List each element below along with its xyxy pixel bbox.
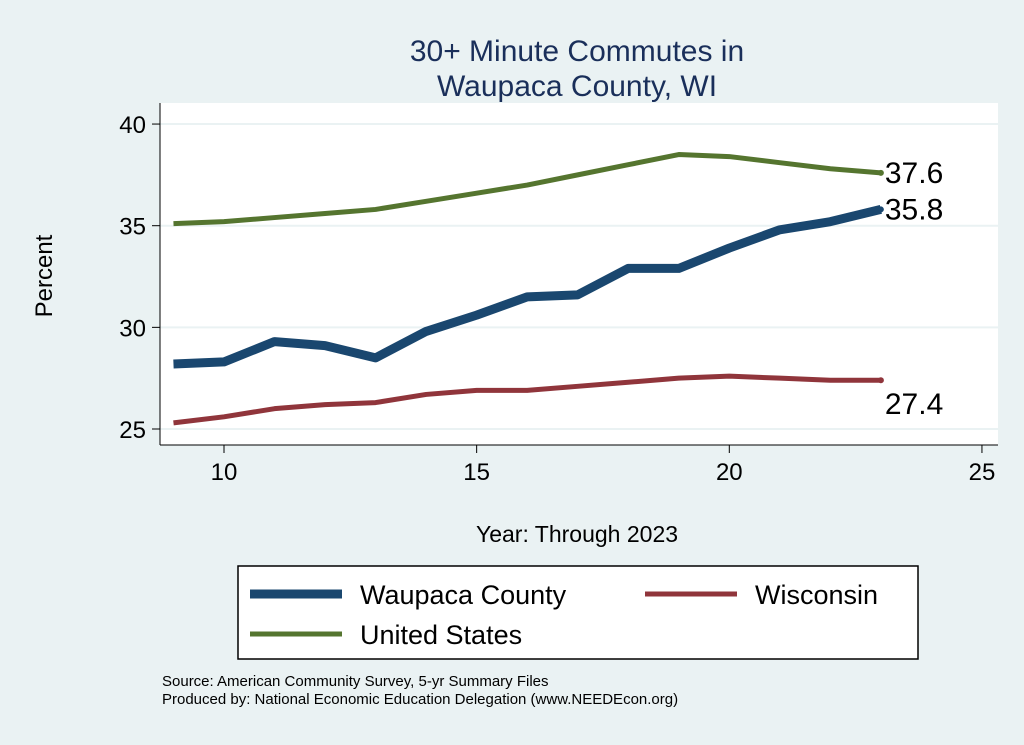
source-note: Source: American Community Survey, 5-yr … bbox=[162, 673, 549, 690]
legend-label: Wisconsin bbox=[755, 580, 878, 610]
series-line-wisconsin bbox=[173, 373, 881, 426]
x-tick-label: 10 bbox=[211, 459, 238, 486]
x-tick-label: 15 bbox=[463, 459, 490, 486]
series-end-marker bbox=[877, 169, 884, 176]
x-tick-label: 25 bbox=[969, 459, 996, 486]
y-tick-label: 35 bbox=[119, 214, 146, 241]
plot-area bbox=[160, 103, 998, 445]
produced-by-note: Produced by: National Economic Education… bbox=[162, 691, 679, 708]
end-value-label: 35.8 bbox=[885, 193, 943, 226]
y-tick-label: 25 bbox=[119, 417, 146, 444]
x-axis-label: Year: Through 2023 bbox=[476, 521, 678, 547]
y-axis-label: Percent bbox=[31, 234, 58, 317]
series-line-united-states bbox=[173, 152, 882, 227]
y-tick-label: 40 bbox=[119, 112, 146, 139]
chart-title-line-2: Waupaca County, WI bbox=[437, 70, 717, 103]
end-value-label: 27.4 bbox=[885, 388, 943, 421]
y-tick-label: 30 bbox=[119, 315, 146, 342]
chart-title-line-1: 30+ Minute Commutes in bbox=[410, 35, 744, 68]
legend-label: Waupaca County bbox=[360, 580, 567, 610]
series-end-marker bbox=[877, 377, 884, 384]
series-end-marker bbox=[877, 206, 884, 213]
legend bbox=[237, 565, 919, 660]
series-line-waupaca-county bbox=[173, 205, 882, 369]
x-tick-label: 20 bbox=[716, 459, 743, 486]
end-value-label: 37.6 bbox=[885, 157, 943, 190]
legend-label: United States bbox=[360, 620, 522, 650]
